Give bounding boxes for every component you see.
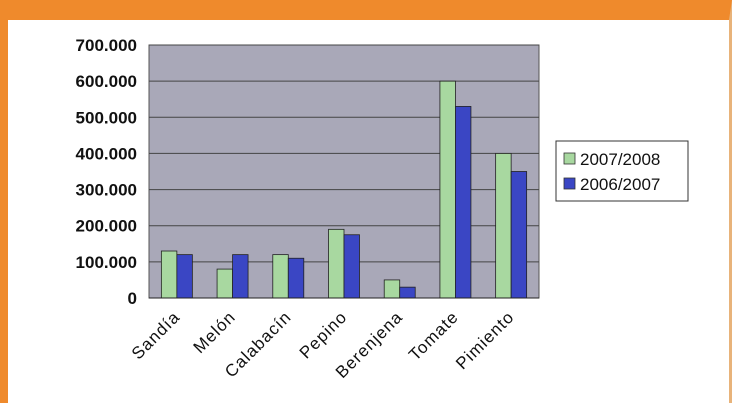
x-tick-label: Pimiento xyxy=(452,307,518,373)
bar-2007-2008-2 xyxy=(216,268,233,299)
y-tick-label: 500.000 xyxy=(76,108,137,127)
bar-2007-2008-4 xyxy=(328,228,345,299)
y-tick-label: 100.000 xyxy=(76,253,137,272)
x-tick-label: Melón xyxy=(190,307,240,357)
legend-label-2006-2007: 2006/2007 xyxy=(580,175,660,194)
bar-2006-2007-6 xyxy=(455,106,472,299)
y-tick-label: 700.000 xyxy=(76,36,137,55)
bar-2007-2008-5 xyxy=(383,279,401,299)
x-tick-label: Tomate xyxy=(405,307,462,364)
bar-2006-2007-4 xyxy=(343,234,360,299)
x-tick-label: Sandía xyxy=(128,307,184,363)
legend-box xyxy=(555,140,689,202)
bars xyxy=(160,80,528,299)
x-tick-label: Pepino xyxy=(296,307,351,362)
legend: 2007/2008 2006/2007 xyxy=(555,140,689,202)
y-tick-label: 400.000 xyxy=(76,144,137,163)
legend-swatch-2006-2007 xyxy=(563,177,576,190)
y-tick-label: 0 xyxy=(128,289,137,308)
bar-2006-2007-2 xyxy=(232,254,249,299)
legend-swatch-2007-2008 xyxy=(563,152,576,165)
bar-2006-2007-5 xyxy=(399,286,416,299)
legend-label-2007-2008: 2007/2008 xyxy=(580,150,660,169)
bar-2006-2007-7 xyxy=(510,171,528,299)
bar-2006-2007-1 xyxy=(176,254,193,299)
bar-2006-2007-3 xyxy=(287,257,305,299)
bar-2007-2008-7 xyxy=(495,153,512,299)
bar-2007-2008-3 xyxy=(272,254,289,299)
bar-2007-2008-1 xyxy=(160,250,178,299)
y-tick-label: 300.000 xyxy=(76,181,137,200)
y-tick-labels: 0 100.000 200.000 300.000 400.000 500.000 600.… xyxy=(76,36,137,308)
bar-2007-2008-6 xyxy=(439,80,456,299)
y-tick-label: 200.000 xyxy=(76,217,137,236)
y-tick-label: 600.000 xyxy=(76,72,137,91)
